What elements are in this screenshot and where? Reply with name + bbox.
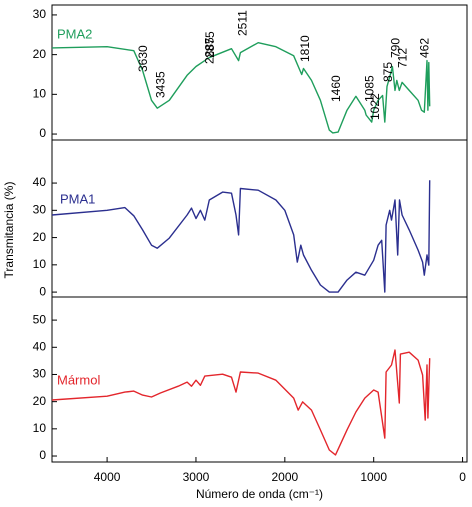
panel-frame [51,296,468,463]
peak-label: 1460 [329,75,343,102]
spectrum-line [51,180,431,293]
spectrum-line [51,349,431,456]
series-label: PMA2 [57,26,92,41]
y-tick-label: 40 [33,175,47,189]
panel-frame [51,139,468,298]
y-tick-label: 50 [33,312,47,326]
x-tick-label: 3000 [183,470,210,484]
peak-label: 3435 [153,71,167,98]
peak-label: 2511 [236,10,250,36]
panel-frame [51,4,468,141]
y-tick-label: 10 [33,421,47,435]
peak-label: 2875 [203,31,217,58]
y-tick-label: 20 [33,394,47,408]
x-tick-label: 0 [459,470,466,484]
y-tick-label: 30 [33,7,47,21]
y-tick-label: 10 [33,87,47,101]
y-tick-label: 10 [33,257,47,271]
peak-label: 1810 [298,35,312,62]
peak-label: 875 [381,62,395,82]
peak-label: 1085 [362,75,376,102]
y-tick-label: 0 [39,284,46,298]
peak-label: 3630 [136,45,150,72]
y-tick-label: 30 [33,367,47,381]
y-tick-label: 30 [33,202,47,216]
y-tick-label: 20 [33,47,47,61]
y-tick-label: 20 [33,230,47,244]
x-tick-label: 2000 [271,470,298,484]
x-axis-label: Número de onda (cm⁻¹) [196,487,323,501]
y-tick-label: 40 [33,339,47,353]
peak-label: 712 [395,48,409,68]
y-tick-label: 0 [39,126,46,140]
x-tick-label: 1000 [360,470,387,484]
peak-label: 790 [389,38,403,58]
peak-label: 2885 [202,37,216,64]
x-tick-label: 4000 [94,470,121,484]
series-label: PMA1 [60,191,95,206]
y-axis-label: Transmitancia (%) [2,182,16,279]
peak-label: 1022 [368,93,382,120]
peak-label: 462 [418,38,432,58]
y-tick-label: 0 [39,448,46,462]
series-label: Mármol [57,372,100,387]
spectrum-line [51,42,431,134]
